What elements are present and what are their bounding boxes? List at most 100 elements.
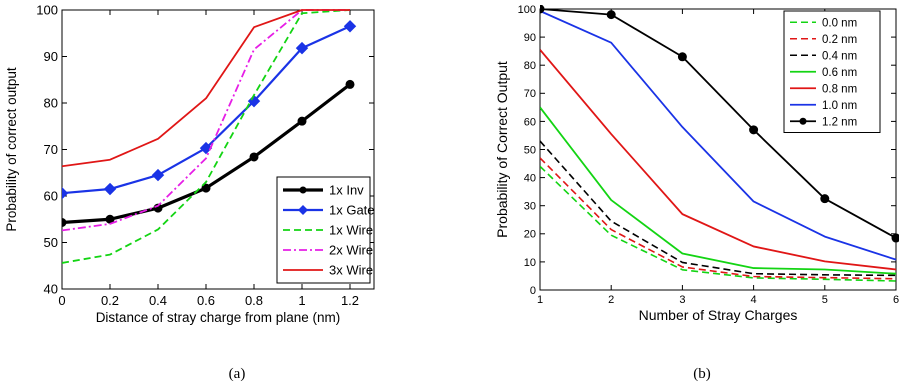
series-0-8-nm	[540, 49, 897, 271]
series-0-6-nm	[540, 106, 897, 275]
legend-label: 0.4 nm	[822, 50, 857, 62]
y-tick-label: 20	[524, 229, 536, 241]
series-line	[540, 140, 897, 277]
y-tick-label: 60	[524, 116, 536, 128]
data-point	[606, 10, 616, 20]
x-tick-label: 6	[893, 294, 899, 306]
caption-b: (b)	[693, 366, 711, 382]
y-tick-label: 40	[44, 282, 58, 297]
y-tick-label: 70	[44, 142, 58, 157]
x-axis-label: Distance of stray charge from plane (nm)	[96, 310, 341, 325]
data-point	[540, 5, 545, 14]
data-point	[62, 187, 69, 200]
legend-item: 1x Inv	[283, 183, 364, 198]
plot-area	[62, 9, 357, 264]
legend-marker	[298, 205, 308, 215]
y-tick-label: 10	[524, 257, 536, 269]
x-tick-label: 1	[298, 293, 305, 308]
x-tick-label: 0.4	[149, 293, 167, 308]
legend-item: 2x Wire	[283, 243, 373, 258]
y-axis-label: Probability of correct output	[4, 67, 19, 232]
data-point	[343, 20, 357, 33]
y-tick-label: 90	[44, 49, 58, 64]
data-point	[199, 141, 213, 155]
data-point	[345, 79, 355, 89]
x-axis-label: Number of Stray Charges	[639, 307, 798, 323]
data-point	[295, 41, 309, 55]
legend-item: 0.4 nm	[790, 50, 857, 62]
x-tick-label: 1.2	[341, 293, 359, 308]
data-point	[62, 218, 67, 228]
y-tick-label: 90	[524, 32, 536, 44]
legend-item: 1x Gate	[283, 203, 375, 218]
data-point	[249, 152, 259, 162]
data-point	[201, 183, 211, 193]
y-tick-label: 0	[530, 285, 536, 297]
data-point	[103, 182, 117, 196]
legend-label: 1x Gate	[329, 203, 375, 218]
x-tick-label: 5	[822, 294, 828, 306]
y-axis-label: Probability of Correct Output	[494, 61, 510, 238]
legend-marker	[299, 186, 307, 194]
chart-a: 0 0.2 0.4 0.6 0.8 1 1.2 40 50 60 70 80 90 100 Distance…	[4, 3, 375, 325]
series-line	[540, 157, 897, 280]
legend-item: 0.8 nm	[790, 83, 857, 95]
y-tick-label: 60	[44, 189, 58, 204]
legend-marker	[799, 117, 807, 125]
legend-box	[276, 176, 371, 284]
data-point	[820, 194, 830, 204]
legend-item: 1.0 nm	[790, 100, 857, 112]
x-tick-label: 0.8	[245, 293, 263, 308]
series-line	[540, 165, 897, 282]
y-tick-label: 80	[524, 60, 536, 72]
legend-label: 1x Wire	[329, 223, 373, 238]
series-1-0-nm	[540, 10, 897, 261]
legend-label: 0.2 nm	[822, 34, 857, 46]
legend-label: 1.0 nm	[822, 100, 857, 112]
legend-item: 0.6 nm	[790, 67, 857, 79]
y-tick-label: 30	[524, 201, 536, 213]
y-tick-label: 100	[36, 3, 58, 18]
y-tick-label: 70	[524, 88, 536, 100]
series-0-0-nm	[540, 165, 897, 282]
x-tick-label: 3	[679, 294, 685, 306]
legend-item: 3x Wire	[283, 263, 373, 278]
series-3x-wire	[62, 9, 350, 168]
series-line	[540, 8, 897, 239]
x-tick-label: 2	[608, 294, 614, 306]
series-0-2-nm	[540, 157, 897, 280]
legend-item: 1.2 nm	[790, 116, 857, 128]
series-line	[62, 9, 350, 168]
legend: 1x Inv 1x Gate 1x Wire 2x Wire 3x Wire	[276, 176, 375, 284]
legend-label: 0.6 nm	[822, 67, 857, 79]
series-line	[540, 49, 897, 271]
series-line	[540, 106, 897, 275]
data-point	[151, 168, 165, 182]
data-point	[297, 116, 307, 126]
legend-item: 0.0 nm	[790, 17, 857, 29]
legend-label: 3x Wire	[329, 263, 373, 278]
y-tick-label: 80	[44, 96, 58, 111]
series-line	[540, 10, 897, 261]
data-point	[749, 125, 759, 135]
plot-area	[540, 5, 899, 282]
legend-label: 1x Inv	[329, 183, 364, 198]
legend-label: 0.0 nm	[822, 17, 857, 29]
y-tick-label: 40	[524, 172, 536, 184]
legend-label: 2x Wire	[329, 243, 373, 258]
series-0-4-nm	[540, 140, 897, 277]
x-tick-label: 0	[58, 293, 65, 308]
series-line	[62, 9, 351, 264]
legend-label: 1.2 nm	[822, 116, 857, 128]
y-tick-label: 50	[44, 235, 58, 250]
legend-item: 1x Wire	[283, 223, 373, 238]
caption-a: (a)	[229, 366, 246, 382]
series-1-2-nm	[540, 5, 899, 243]
y-tick-label: 50	[524, 144, 536, 156]
series-1x-wire	[62, 9, 351, 264]
data-point	[891, 233, 899, 243]
x-tick-label: 4	[751, 294, 757, 306]
legend-label: 0.8 nm	[822, 83, 857, 95]
